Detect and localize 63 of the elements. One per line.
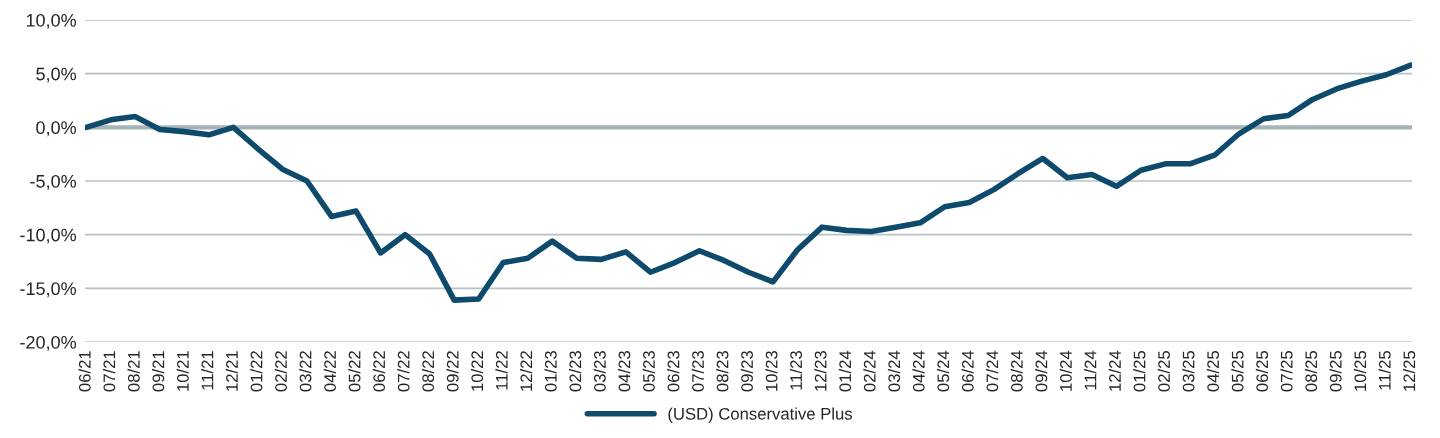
y-tick-label: 0,0%	[36, 121, 77, 137]
x-tick-label: 04/25	[1206, 351, 1220, 392]
x-tick-label: 02/23	[569, 351, 582, 392]
x-tick-label: 12/21	[225, 351, 238, 391]
x-tick-label: 01/22	[250, 351, 263, 392]
x-tick-label: 01/24	[838, 350, 852, 392]
x-tick-label: 01/23	[544, 351, 557, 392]
x-tick-label: 07/22	[397, 351, 410, 392]
x-tick-label: 03/23	[593, 351, 606, 392]
x-tick-label: 08/24	[1010, 350, 1023, 392]
x-tick-label: 04/23	[618, 351, 631, 392]
y-tick-label: -10,0%	[20, 228, 77, 244]
x-tick-label: 11/24	[1084, 350, 1097, 390]
x-tick-label: 02/24	[863, 350, 876, 392]
x-tick-label: 06/23	[667, 351, 680, 392]
x-tick-label: 11/22	[495, 351, 508, 390]
y-tick-label: -5,0%	[30, 174, 77, 190]
x-tick-label: 11/23	[789, 351, 803, 390]
x-tick-label: 07/24	[986, 350, 999, 392]
x-tick-label: 08/23	[716, 351, 729, 392]
x-tick-label: 12/22	[519, 351, 533, 391]
y-tick-label: 5,0%	[36, 67, 77, 83]
x-tick-label: 10/21	[176, 351, 189, 391]
x-tick-label: 11/25	[1378, 351, 1391, 390]
x-tick-label: 03/22	[299, 351, 312, 392]
x-tick-label: 12/25	[1403, 351, 1416, 391]
y-tick-label: 10,0%	[26, 13, 77, 29]
x-tick-label: 07/25	[1280, 351, 1293, 392]
x-tick-label: 10/24	[1059, 350, 1072, 391]
x-tick-label: 02/22	[274, 351, 287, 392]
x-tick-label: 06/25	[1255, 351, 1269, 392]
x-tick-label: 09/22	[446, 351, 459, 392]
x-tick-label: 05/24	[936, 350, 950, 392]
y-tick-label: -15,0%	[20, 282, 77, 298]
x-tick-label: 11/21	[201, 351, 214, 390]
x-tick-label: 02/25	[1157, 351, 1170, 392]
x-tick-label: 03/25	[1182, 351, 1195, 392]
x-tick-label: 09/24	[1035, 350, 1048, 392]
x-tick-label: 07/21	[102, 351, 116, 392]
x-tick-label: 06/24	[961, 350, 974, 392]
x-tick-label: 06/22	[372, 351, 386, 392]
x-tick-label: 06/21	[78, 351, 91, 392]
x-tick-label: 01/25	[1133, 351, 1146, 392]
x-tick-label: 04/22	[323, 351, 336, 392]
x-tick-label: 12/24	[1108, 350, 1121, 391]
x-tick-label: 05/23	[642, 351, 655, 392]
x-tick-label: 03/24	[887, 350, 901, 392]
x-tick-label: 08/25	[1304, 351, 1318, 392]
x-tick-label: 10/23	[765, 351, 778, 391]
x-tick-label: 08/21	[127, 351, 140, 392]
x-tick-label: 12/23	[814, 351, 827, 391]
x-tick-label: 09/25	[1329, 351, 1342, 392]
x-tick-label: 05/25	[1231, 351, 1244, 392]
x-tick-label: 09/23	[740, 351, 753, 392]
x-tick-label: 09/21	[152, 351, 165, 392]
x-tick-label: 07/23	[691, 351, 704, 392]
x-tick-label: 10/25	[1353, 351, 1367, 391]
y-tick-label: -20,0%	[20, 335, 77, 351]
x-tick-label: 10/22	[470, 351, 484, 391]
legend-label: (USD) Conservative Plus	[668, 407, 853, 423]
x-tick-label: 04/24	[912, 350, 925, 392]
x-tick-label: 08/22	[421, 351, 435, 392]
x-tick-label: 05/22	[348, 351, 361, 392]
